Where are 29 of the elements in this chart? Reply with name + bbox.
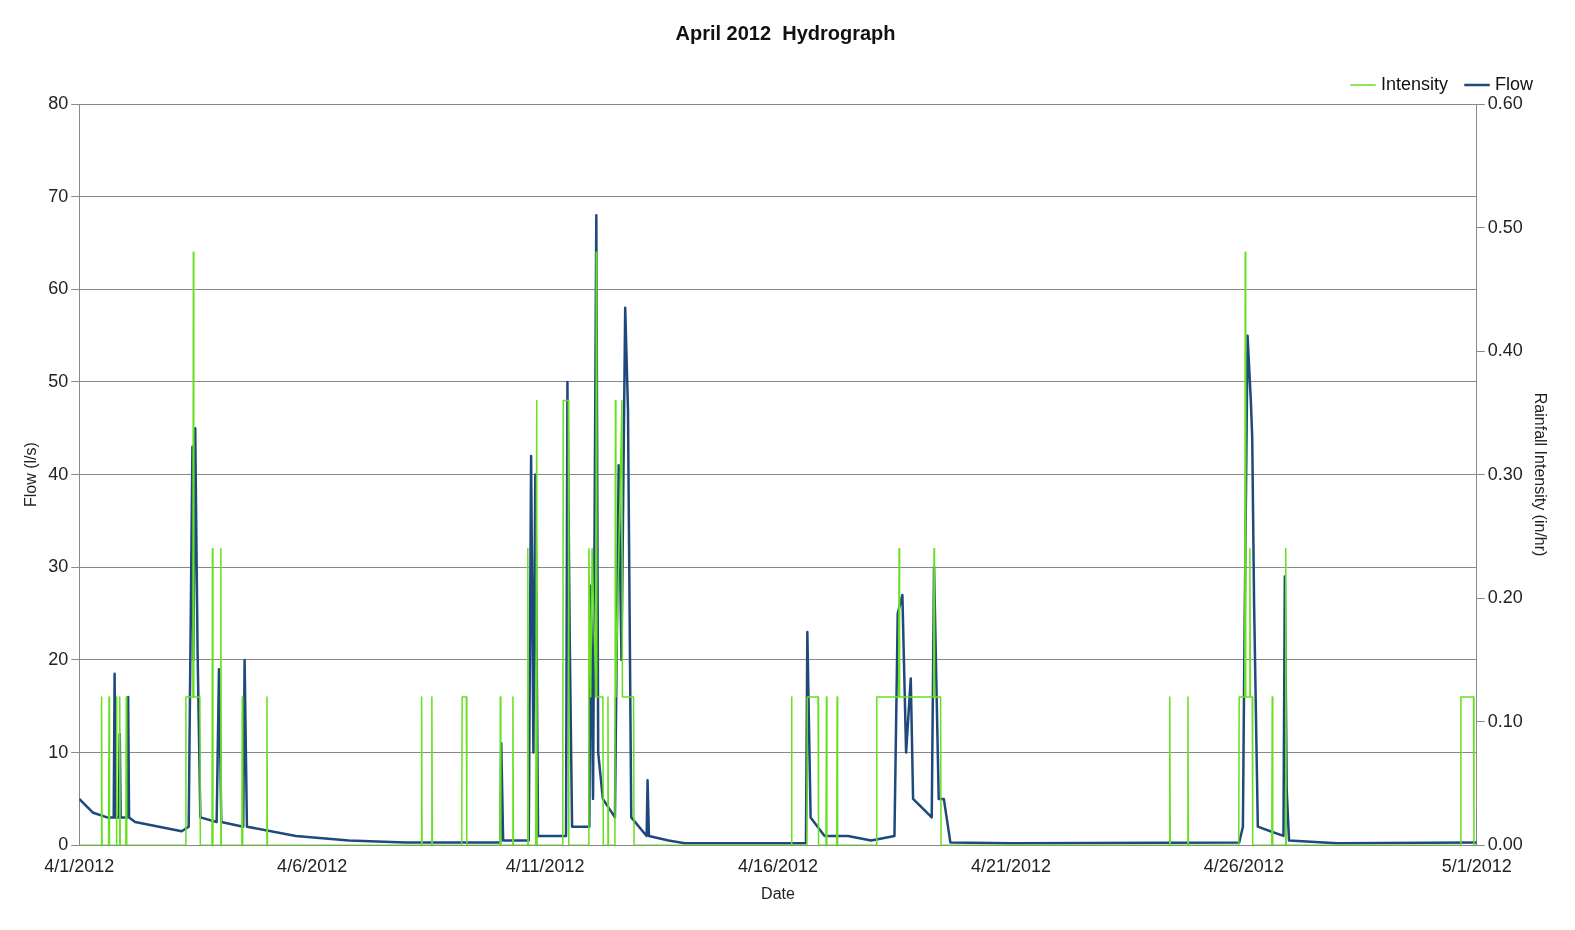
y-tick-label: 50	[48, 370, 69, 391]
y-axis-title: Flow (l/s)	[22, 442, 40, 508]
y2-axis-title: Rainfall Intensity (in/hr)	[1531, 392, 1549, 557]
x-tick-label: 4/6/2012	[277, 855, 348, 876]
chart-title: April 2012 Hydrograph	[675, 21, 896, 44]
x-tick-label: 4/1/2012	[44, 855, 115, 876]
y-tick-label: 60	[48, 278, 69, 299]
legend-label: Intensity	[1380, 73, 1449, 94]
y-tick-label: 20	[48, 648, 69, 669]
y-tick-label: 70	[48, 185, 69, 206]
x-axis-title: Date	[761, 884, 795, 902]
y2-tick-label: 0.30	[1487, 463, 1523, 484]
y-tick-label: 80	[48, 92, 69, 113]
y2-tick-label: 0.00	[1487, 834, 1523, 855]
y-tick-label: 30	[48, 556, 69, 577]
x-tick-label: 4/26/2012	[1203, 855, 1284, 876]
y2-tick-label: 0.50	[1487, 216, 1523, 237]
y2-tick-label: 0.10	[1487, 710, 1523, 731]
x-tick-label: 4/16/2012	[737, 855, 819, 876]
x-tick-label: 4/11/2012	[505, 855, 585, 876]
y2-tick-label: 0.40	[1487, 340, 1523, 361]
x-tick-label: 4/21/2012	[970, 855, 1051, 876]
y-tick-label: 0	[58, 834, 69, 855]
y-tick-label: 40	[48, 463, 69, 484]
y-tick-label: 10	[48, 741, 69, 762]
y2-tick-label: 0.20	[1487, 587, 1523, 608]
x-tick-label: 5/1/2012	[1441, 855, 1512, 876]
legend-label: Flow	[1495, 73, 1534, 94]
y2-tick-label: 0.60	[1487, 92, 1523, 113]
